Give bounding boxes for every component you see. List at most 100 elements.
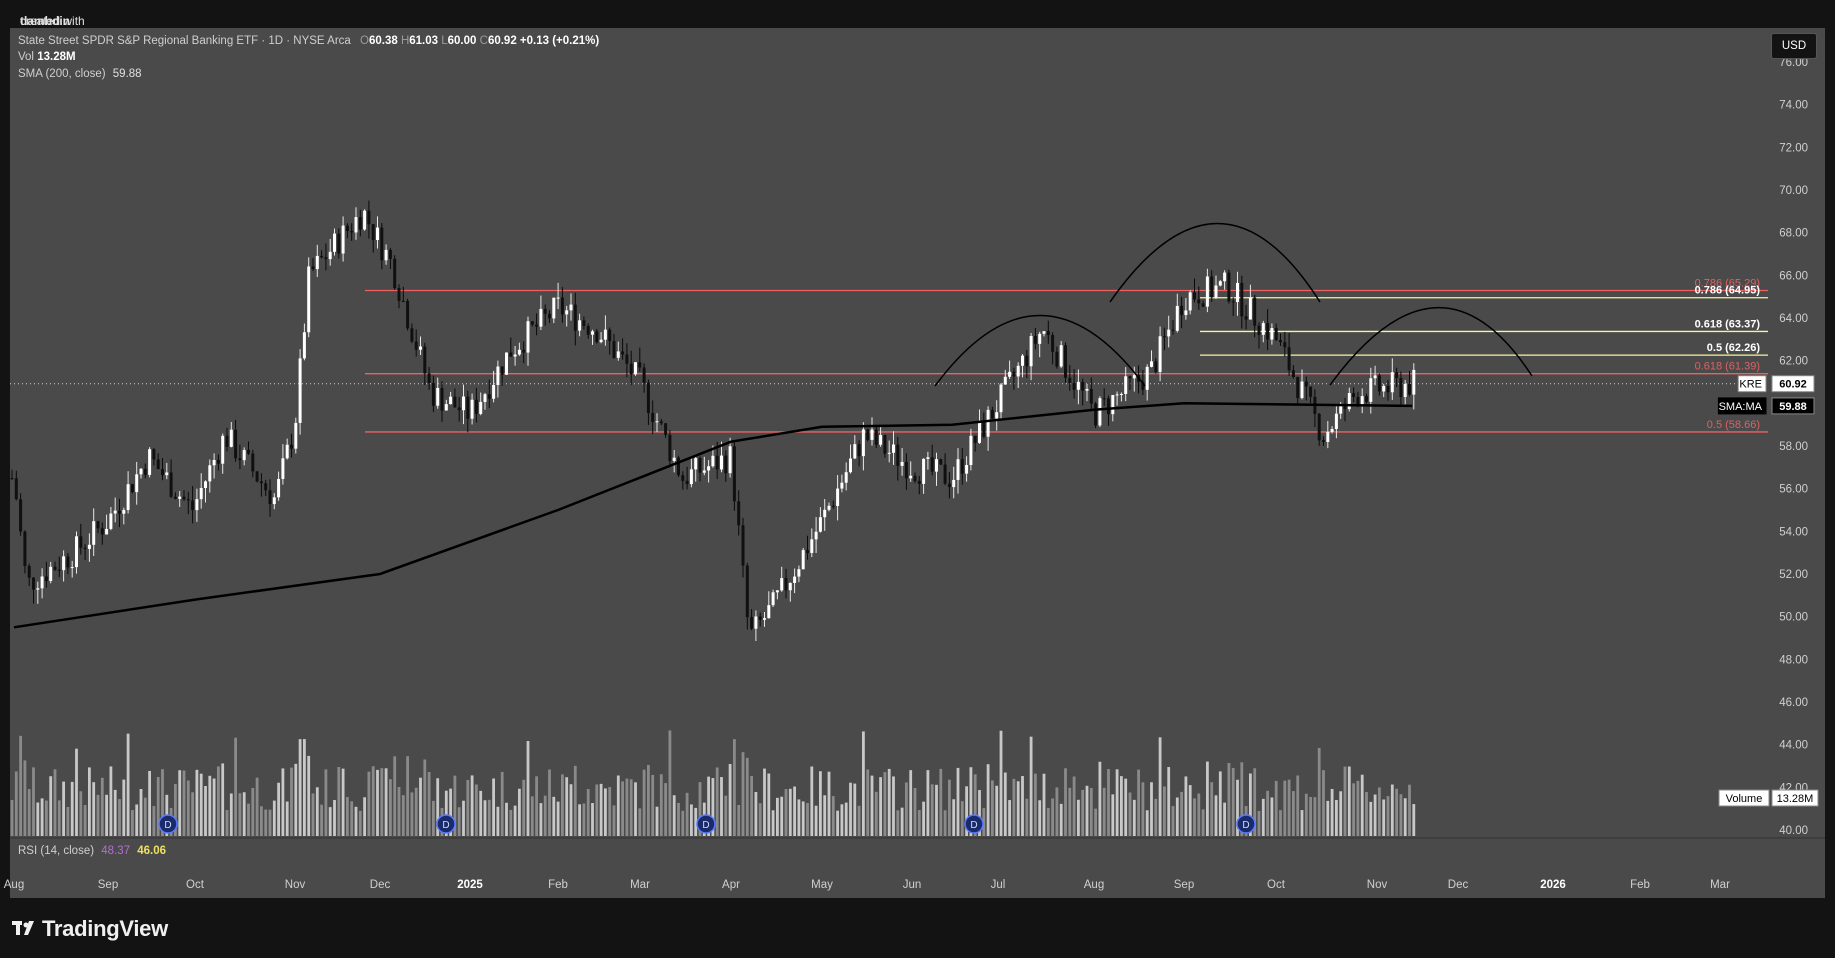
volume-bar [1335,800,1338,836]
volume-bar [1313,797,1317,836]
price-tag-label: KRE [1739,379,1762,391]
candle-body [1141,381,1145,390]
volume-bar [724,795,728,836]
candle-body [449,396,453,405]
candle-body [990,409,994,419]
volume-bar [1132,799,1136,836]
candle-body [444,404,448,411]
candle-body [1107,398,1110,415]
candle-body [810,539,814,553]
candle-body [1051,334,1055,352]
volume-bar [616,775,620,836]
volume-bar [810,766,814,836]
candle-body [1025,355,1029,367]
candle-body [917,480,921,484]
volume-bar [122,779,126,836]
volume-bar [604,788,607,836]
candle-body [1412,369,1416,395]
tradingview-logo[interactable]: TradingView [12,916,168,942]
volume-bar [479,790,483,836]
volume-bar [513,805,517,836]
volume-bar [844,802,848,836]
candle-body [677,457,680,476]
time-tick-label: Dec [370,879,391,891]
candle-body [728,446,732,474]
volume-bar [242,792,246,836]
volume-bar [728,763,732,836]
price-tick-label: 40.00 [1779,825,1808,837]
candle-body [277,478,281,498]
volume-bar [1068,787,1072,836]
volume-bar [1270,797,1274,836]
fib-label: 0.786 (65.29) [1695,277,1760,289]
candle-body [337,233,341,254]
volume-bar [444,790,448,836]
candle-body [801,550,805,570]
volume-bar [1021,776,1024,836]
volume-bar [565,777,569,836]
chart-frame[interactable] [10,28,1825,898]
candle-body [569,304,573,311]
candle-body [268,490,272,505]
price-tag-value: 59.88 [1779,401,1807,413]
candle-body [698,458,702,473]
volume-bar [462,800,465,836]
fib-label: 0.618 (61.39) [1695,361,1760,373]
candle-body [1197,299,1201,304]
time-tick-label: Dec [1448,879,1469,891]
candle-body [62,556,66,571]
candle-body [500,366,504,375]
volume-bar [109,766,113,836]
candle-body [1253,297,1257,326]
symbol-legend: State Street SPDR S&P Regional Banking E… [18,35,599,47]
time-tick-label: Jun [903,879,922,891]
candle-body [1085,388,1089,391]
candle-body [440,387,444,411]
candle-body [1115,394,1119,396]
volume-bar [694,807,698,836]
volume-bar [380,768,384,836]
candle-body [169,472,173,497]
volume-bar [698,782,702,836]
volume-bar [139,789,143,836]
currency-button[interactable]: USD [1771,33,1817,59]
volume-bar [217,766,220,836]
volume-bar [552,796,556,836]
volume-bar [1077,799,1080,836]
candle-body [870,429,874,440]
volume-bar [690,804,693,836]
volume-bar [70,781,74,836]
candle-body [1162,336,1166,338]
volume-bar [1029,736,1033,836]
volume-bar [569,784,573,836]
candle-body [14,478,18,500]
candle-body [806,550,809,553]
price-tick-label: 44.00 [1779,740,1808,752]
volume-bar [917,810,921,836]
volume-bar [1236,779,1239,836]
candle-body [763,618,766,620]
volume-bar [1214,795,1218,836]
candle-body [629,363,633,375]
candle-body [659,421,663,424]
time-tick-label: Mar [1710,879,1730,891]
volume-bar [449,788,452,836]
volume-bar [333,800,336,836]
candle-body [638,362,642,368]
candle-body [406,300,410,329]
volume-bar [1188,785,1192,836]
candle-body [771,592,775,606]
volume-bar [1300,810,1304,836]
candle-body [947,483,951,488]
volume-bar [1296,775,1300,836]
volume-bar [49,776,53,836]
candle-body [186,499,190,501]
candle-body [1369,378,1373,402]
candle-body [935,459,938,472]
candle-body [1214,285,1218,298]
volume-bar [939,768,943,836]
candle-body [1360,396,1364,405]
candle-body [797,569,801,577]
volume-bar [1115,769,1119,836]
